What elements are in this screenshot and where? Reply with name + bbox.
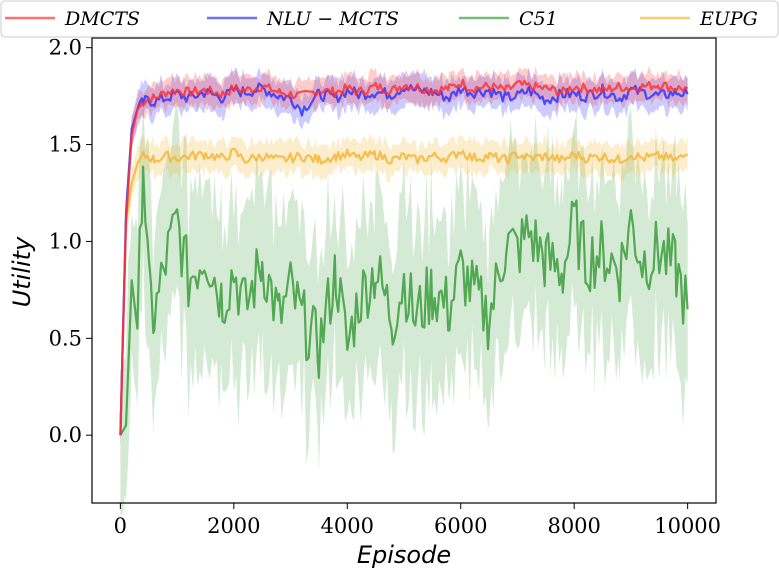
y-tick-label: 0.0 bbox=[49, 423, 82, 447]
x-tick-label: 0 bbox=[114, 514, 127, 538]
x-tick-label: 4000 bbox=[321, 514, 374, 538]
line-eupg bbox=[119, 147, 689, 436]
series-lines bbox=[119, 78, 689, 436]
y-tick-label: 2.0 bbox=[49, 36, 82, 60]
band-eupg bbox=[120, 132, 688, 449]
legend-box bbox=[0, 0, 779, 38]
line-c51 bbox=[119, 165, 689, 436]
x-axis-label: Episode bbox=[357, 541, 451, 569]
legend: DMCTS NLU − MCTS C51 EUPG bbox=[0, 0, 779, 38]
legend-label: NLU − MCTS bbox=[266, 8, 399, 30]
legend-label: DMCTS bbox=[64, 8, 140, 30]
x-axis-ticks: 0 2000 4000 6000 8000 10000 bbox=[114, 503, 721, 538]
y-tick-label: 0.5 bbox=[49, 326, 82, 350]
band-c51 bbox=[120, 97, 688, 516]
legend-label: EUPG bbox=[699, 8, 758, 30]
confidence-bands bbox=[120, 65, 688, 516]
legend-label: C51 bbox=[519, 8, 558, 30]
y-axis-ticks: 0.0 0.5 1.0 1.5 2.0 bbox=[49, 36, 92, 447]
x-tick-label: 2000 bbox=[207, 514, 260, 538]
y-tick-label: 1.0 bbox=[49, 229, 82, 253]
line-dmcts bbox=[119, 78, 689, 436]
y-tick-label: 1.5 bbox=[49, 133, 82, 157]
x-tick-label: 6000 bbox=[434, 514, 487, 538]
plot-frame bbox=[91, 37, 717, 504]
y-axis-label: Utility bbox=[8, 236, 36, 307]
band-dmcts bbox=[120, 65, 688, 447]
plot-area bbox=[91, 37, 717, 516]
x-tick-label: 8000 bbox=[547, 514, 600, 538]
x-tick-label: 10000 bbox=[654, 514, 721, 538]
